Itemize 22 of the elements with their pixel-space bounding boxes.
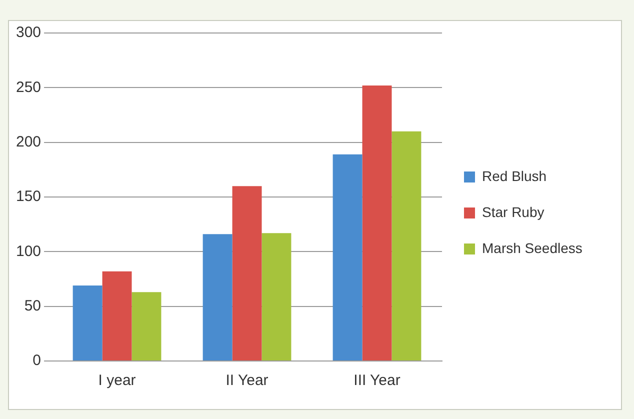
legend-label: Marsh Seedless — [482, 240, 582, 256]
x-tick-label: I year — [98, 372, 136, 390]
legend-label: Star Ruby — [482, 204, 544, 220]
y-tick-label: 50 — [24, 297, 42, 314]
bar — [332, 154, 362, 360]
y-tick-label: 0 — [32, 352, 42, 370]
y-tick-label: 200 — [16, 133, 42, 150]
x-tick-label: III Year — [354, 372, 400, 390]
bar — [262, 233, 292, 360]
y-tick-label: 300 — [16, 24, 42, 42]
bar — [392, 131, 422, 360]
bar — [362, 85, 392, 360]
bar — [72, 286, 102, 360]
bar — [202, 234, 232, 360]
y-tick-label: 250 — [16, 78, 42, 96]
legend-label: Red Blush — [482, 168, 547, 184]
y-tick-label: 150 — [16, 188, 42, 206]
bar — [132, 292, 162, 360]
x-tick-label: II Year — [226, 372, 268, 390]
bar — [102, 271, 132, 360]
y-tick-label: 100 — [16, 242, 42, 260]
bar — [232, 186, 262, 360]
